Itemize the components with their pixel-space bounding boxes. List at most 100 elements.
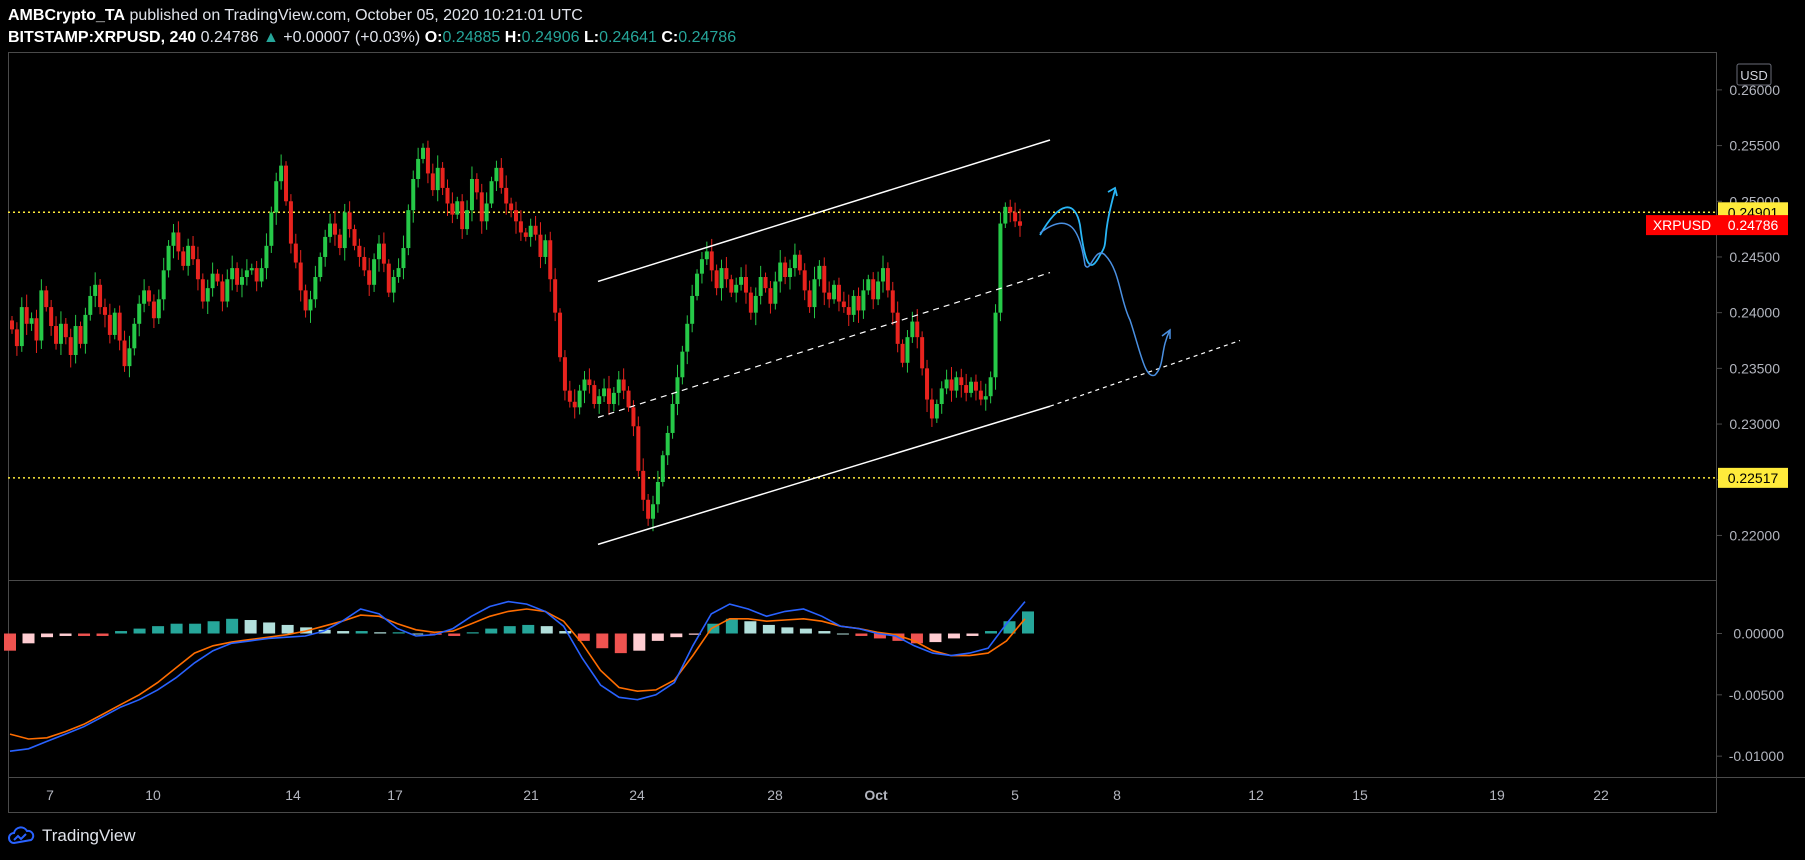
candle-body bbox=[944, 379, 949, 389]
candle-body bbox=[543, 240, 548, 257]
candle-body bbox=[112, 312, 117, 335]
time-tick-label: 17 bbox=[387, 787, 403, 803]
candle-body bbox=[117, 312, 122, 341]
candle-body bbox=[269, 212, 274, 246]
macd-histogram-bar bbox=[41, 633, 54, 638]
projection-up-arrowhead bbox=[1107, 186, 1118, 197]
candle-body bbox=[19, 307, 24, 347]
candle-body bbox=[660, 455, 665, 482]
candle-body bbox=[504, 187, 509, 204]
macd-histogram-bar bbox=[818, 631, 831, 634]
price-tick-label: 0.26000 bbox=[1729, 82, 1780, 98]
candle-body bbox=[695, 273, 700, 296]
candle-body bbox=[186, 245, 191, 266]
candle-body bbox=[406, 210, 411, 249]
candle-body bbox=[934, 404, 939, 419]
time-tick-label: Oct bbox=[864, 787, 888, 803]
macd-histogram-bar bbox=[596, 633, 609, 649]
candle-body bbox=[332, 223, 337, 235]
candle-body bbox=[58, 323, 63, 344]
candle-body bbox=[239, 277, 244, 285]
macd-histogram-bar bbox=[503, 626, 516, 634]
author-name[interactable]: AMBCrypto_TA bbox=[8, 7, 126, 24]
candle-body bbox=[34, 318, 39, 341]
candle-body bbox=[107, 314, 112, 335]
candle-body bbox=[10, 320, 14, 330]
candle-body bbox=[1018, 221, 1022, 226]
macd-tick-label: -0.00500 bbox=[1729, 687, 1784, 703]
candle-body bbox=[425, 147, 430, 174]
level-price-text: 0.22517 bbox=[1728, 470, 1779, 486]
time-tick-label: 24 bbox=[629, 787, 645, 803]
candle-body bbox=[49, 307, 54, 327]
candle-body bbox=[655, 481, 660, 505]
macd-histogram-bar bbox=[22, 633, 35, 644]
candle-body bbox=[954, 377, 959, 391]
candle-body bbox=[499, 167, 504, 188]
time-tick-label: 8 bbox=[1113, 787, 1121, 803]
candle-body bbox=[254, 268, 259, 282]
candle-body bbox=[54, 326, 59, 344]
candle-body bbox=[63, 323, 68, 338]
macd-histogram-bar bbox=[152, 626, 165, 634]
projection-up-path bbox=[1039, 189, 1116, 266]
tradingview-logo[interactable]: TradingView bbox=[8, 826, 136, 846]
candle-body bbox=[929, 399, 934, 419]
candle-body bbox=[900, 343, 905, 363]
candle-body bbox=[288, 201, 293, 244]
macd-histogram-bar bbox=[725, 618, 738, 634]
candle-body bbox=[915, 321, 920, 338]
candle-body bbox=[509, 203, 514, 211]
candle-body bbox=[450, 203, 455, 215]
candle-body bbox=[161, 270, 166, 300]
candle-body bbox=[156, 299, 161, 319]
candle-body bbox=[606, 388, 611, 404]
macd-histogram-bar bbox=[966, 633, 979, 636]
candle-body bbox=[298, 262, 303, 291]
ohlc-legend: BITSTAMP:XRPUSD, 240 0.24786 ▲ +0.00007 … bbox=[8, 29, 736, 47]
candle-body bbox=[910, 321, 915, 338]
candle-body bbox=[768, 288, 773, 304]
candle-body bbox=[127, 348, 132, 367]
candle-body bbox=[993, 312, 998, 378]
candle-body bbox=[616, 379, 621, 393]
candle-body bbox=[978, 390, 983, 400]
candle-body bbox=[205, 288, 210, 302]
candle-body bbox=[885, 268, 890, 291]
candle-body bbox=[386, 263, 391, 293]
time-tick-label: 14 bbox=[285, 787, 301, 803]
candle-body bbox=[83, 314, 88, 344]
candle-body bbox=[758, 277, 763, 296]
candle-body bbox=[856, 295, 861, 311]
channel-upper-line bbox=[597, 139, 1051, 283]
candle-body bbox=[597, 396, 602, 404]
candle-body bbox=[558, 312, 563, 358]
candle-body bbox=[812, 279, 817, 308]
candle-body bbox=[651, 504, 656, 519]
candle-body bbox=[753, 295, 758, 313]
candle-body bbox=[562, 357, 567, 391]
candle-body bbox=[210, 273, 215, 289]
symbol-label: BITSTAMP:XRPUSD, 240 bbox=[8, 29, 197, 46]
macd-histogram-bar bbox=[411, 633, 424, 635]
candle-body bbox=[274, 181, 279, 213]
candle-body bbox=[347, 212, 352, 230]
candle-body bbox=[905, 337, 910, 363]
candle-body bbox=[44, 290, 49, 308]
macd-histogram-bar bbox=[392, 632, 405, 634]
candle-body bbox=[372, 259, 377, 285]
time-tick-label: 12 bbox=[1248, 787, 1264, 803]
candle-body bbox=[773, 281, 778, 304]
candle-body bbox=[191, 245, 196, 260]
candle-body bbox=[98, 284, 103, 308]
candle-body bbox=[430, 173, 435, 191]
candle-body bbox=[357, 245, 362, 257]
candle-body bbox=[171, 232, 176, 246]
up-arrow-icon: ▲ bbox=[262, 29, 279, 46]
candle-body bbox=[631, 407, 636, 427]
macd-histogram-bar bbox=[910, 633, 923, 644]
candle-body bbox=[827, 292, 832, 300]
candle-body bbox=[572, 401, 577, 408]
time-tick-label: 22 bbox=[1593, 787, 1609, 803]
